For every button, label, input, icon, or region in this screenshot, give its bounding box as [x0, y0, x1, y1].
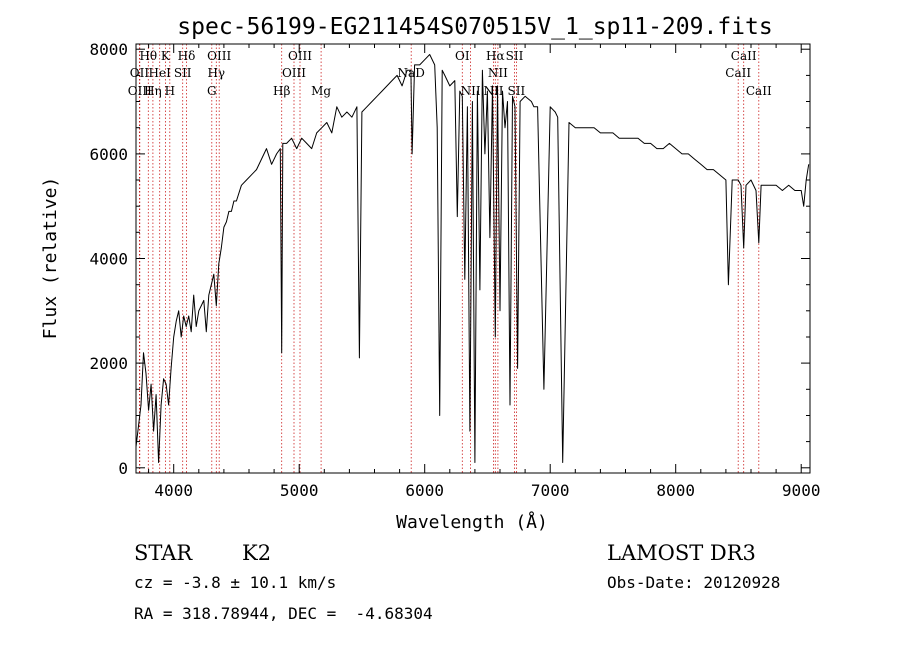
- x-axis-label: Wavelength (Å): [396, 511, 548, 533]
- obs-date: Obs-Date: 20120928: [607, 573, 780, 592]
- line-label-4: HeI: [149, 66, 172, 80]
- survey-name: LAMOST DR3: [607, 541, 756, 565]
- x-tick-label-3: 7000: [531, 481, 570, 500]
- y-tick-label-4: 8000: [89, 40, 128, 59]
- y-axis-label: Flux (relative): [40, 177, 61, 340]
- y-tick-label-2: 4000: [89, 250, 128, 269]
- line-label-26: CaII: [746, 84, 772, 98]
- line-label-18: NII: [461, 84, 481, 98]
- line-label-9: OIII: [207, 49, 231, 63]
- line-label-24: CaII: [731, 49, 757, 63]
- line-label-13: OIII: [288, 49, 312, 63]
- x-tick-label-4: 8000: [656, 481, 695, 500]
- line-label-0: Hθ: [139, 49, 157, 63]
- subclass: K2: [242, 541, 271, 565]
- coordinates: RA = 318.78944, DEC = -4.68304: [134, 604, 433, 623]
- x-tick-label-1: 5000: [280, 481, 319, 500]
- line-label-3: K: [161, 49, 171, 63]
- line-label-22: NII: [484, 84, 504, 98]
- line-label-5: Hη: [144, 84, 162, 98]
- redshift-readout: cz = -3.8 ± 10.1 km/s: [134, 573, 336, 592]
- line-label-2: OIII: [128, 84, 152, 98]
- line-label-14: OIII: [282, 66, 306, 80]
- line-label-7: Hδ: [178, 49, 196, 63]
- line-label-25: CaII: [725, 66, 751, 80]
- y-tick-label-0: 0: [118, 459, 128, 478]
- line-label-19: Hα: [486, 49, 505, 63]
- line-label-16: NaD: [398, 66, 425, 80]
- line-label-20: SII: [506, 49, 524, 63]
- axis-ticks: 4000 5000 6000 7000 8000 9000 0 2000 4000 6000 800…: [89, 40, 820, 500]
- line-label-6: H: [165, 84, 175, 98]
- spectrum-series: [135, 54, 810, 463]
- x-tick-label-5: 9000: [782, 481, 821, 500]
- line-label-17: OI: [455, 49, 470, 63]
- line-labels: Hθ OII OIII K HeI Hη H Hδ SII OIII Hγ G Hβ OIII OIII Mg…: [128, 49, 772, 98]
- line-label-10: Hγ: [207, 66, 225, 80]
- emission-line-markers: [138, 44, 760, 473]
- x-tick-label-0: 4000: [154, 481, 193, 500]
- line-label-15: Mg: [311, 84, 331, 98]
- object-class: STAR: [134, 541, 193, 565]
- x-tick-label-2: 6000: [405, 481, 444, 500]
- y-tick-label-3: 6000: [89, 145, 128, 164]
- spectrum-line: [135, 54, 810, 463]
- y-tick-label-1: 2000: [89, 354, 128, 373]
- line-label-8: SII: [174, 66, 192, 80]
- line-label-23: SII: [508, 84, 526, 98]
- line-label-12: Hβ: [273, 84, 290, 98]
- line-label-21: NII: [488, 66, 508, 80]
- line-label-11: G: [207, 84, 217, 98]
- line-label-1: OII: [130, 66, 150, 80]
- chart-title: spec-56199-EG211454S070515V_1_sp11-209.f…: [177, 14, 772, 40]
